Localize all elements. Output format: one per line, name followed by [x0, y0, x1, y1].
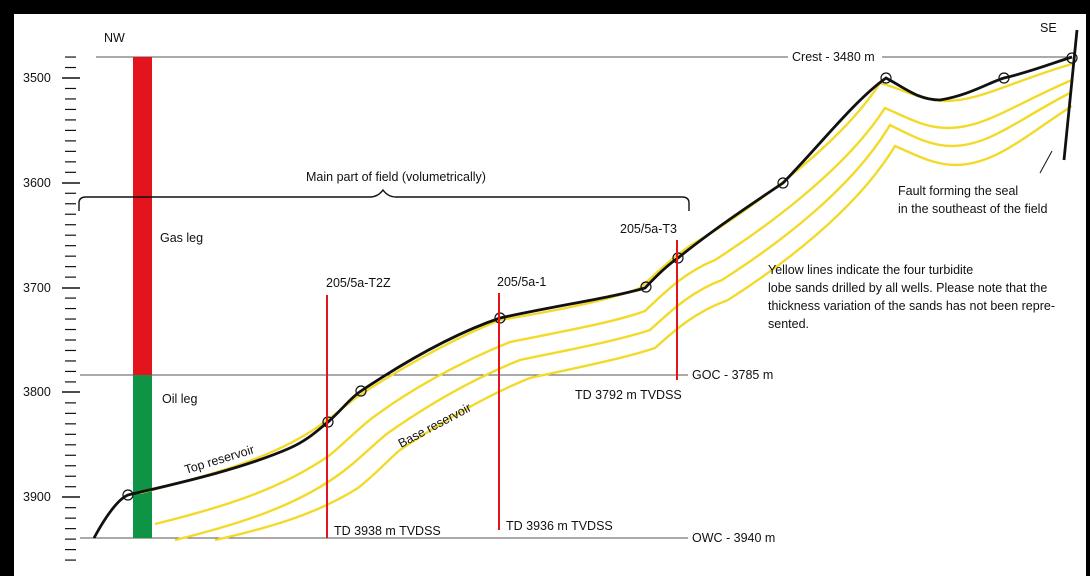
- depth-label-3700: 3700: [23, 281, 51, 295]
- depth-label-3600: 3600: [23, 176, 51, 190]
- fault-note-line: Fault forming the seal: [898, 184, 1018, 198]
- sand-line-1: [139, 62, 1073, 495]
- wells: 205/5a-T2Z TD 3938 m TVDSS 205/5a-1 TD 3…: [326, 222, 682, 538]
- legend-note-line: sented.: [768, 317, 809, 331]
- depth-axis-minor-ticks: [65, 56, 76, 561]
- well-1-name: 205/5a-1: [497, 275, 546, 289]
- horizon-marker-circle: [122, 489, 134, 501]
- fault-leader-line: [1039, 150, 1053, 174]
- legend-note: Yellow lines indicate the four turbidite…: [768, 263, 1055, 331]
- main-part-brace: [78, 188, 690, 211]
- well-t3-td: TD 3792 m TVDSS: [575, 388, 682, 402]
- depth-label-3800: 3800: [23, 385, 51, 399]
- depth-axis: 3500 3600 3700 3800 3900: [23, 56, 80, 561]
- fault-note: Fault forming the seal in the southeast …: [898, 184, 1047, 216]
- well-t2z-name: 205/5a-T2Z: [326, 276, 391, 290]
- horizon-marker-circle: [640, 281, 652, 293]
- base-reservoir-label: Base reservoir: [396, 400, 474, 450]
- legend-note-line: Yellow lines indicate the four turbidite: [768, 263, 973, 277]
- well-1-td: TD 3936 m TVDSS: [506, 519, 613, 533]
- fault-line: [1062, 29, 1079, 161]
- oil-leg-bar: [133, 375, 152, 538]
- legend-note-line: lobe sands drilled by all wells. Please …: [768, 281, 1047, 295]
- direction-nw: NW: [104, 31, 125, 45]
- well-t3-name: 205/5a-T3: [620, 222, 677, 236]
- cross-section-panel: 3500 3600 3700 3800 3900 NW SE Crest - 3…: [14, 14, 1086, 576]
- direction-se: SE: [1040, 21, 1057, 35]
- top-reservoir-horizon: [92, 55, 1073, 539]
- legend-note-line: thickness variation of the sands has not…: [768, 299, 1055, 313]
- crest-label: Crest - 3480 m: [792, 50, 875, 64]
- fault-note-line: in the southeast of the field: [898, 202, 1047, 216]
- well-t2z-td: TD 3938 m TVDSS: [334, 524, 441, 538]
- sand-line-2: [154, 78, 1073, 526]
- depth-label-3500: 3500: [23, 71, 51, 85]
- horizon-marker-circle: [1066, 52, 1078, 64]
- goc-label: GOC - 3785 m: [692, 368, 773, 382]
- horizon-marker-circle: [880, 72, 892, 84]
- sand-line-3: [174, 90, 1073, 542]
- owc-label: OWC - 3940 m: [692, 531, 775, 545]
- horizon-marker-circle: [777, 177, 789, 189]
- main-part-label: Main part of field (volumetrically): [306, 170, 486, 184]
- depth-label-3900: 3900: [23, 490, 51, 504]
- oil-leg-label: Oil leg: [162, 392, 197, 406]
- sand-line-4: [214, 104, 1073, 542]
- horizon-marker-circle: [998, 72, 1010, 84]
- cross-section-diagram: 3500 3600 3700 3800 3900 NW SE Crest - 3…: [23, 21, 1079, 561]
- gas-leg-label: Gas leg: [160, 231, 203, 245]
- gas-leg-bar: [133, 57, 152, 375]
- horizon-marker-circle: [355, 385, 367, 397]
